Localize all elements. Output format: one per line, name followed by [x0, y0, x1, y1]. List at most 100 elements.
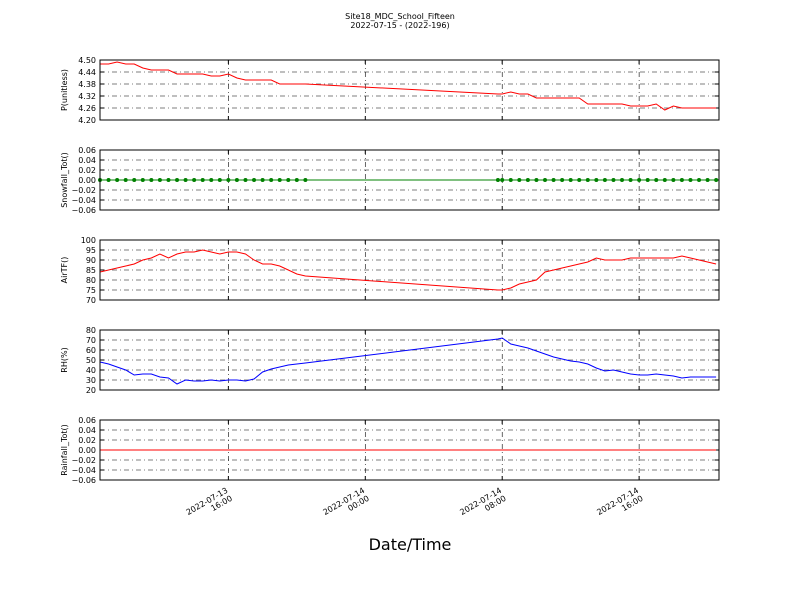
data-point — [542, 178, 547, 182]
y-tick-label: 30 — [86, 376, 96, 385]
data-point — [183, 178, 188, 182]
y-tick-label: 0.02 — [78, 166, 96, 175]
y-tick-label: 0.06 — [78, 146, 96, 155]
y-tick-label: −0.04 — [71, 196, 96, 205]
y-tick-label: 85 — [86, 266, 96, 275]
y-tick-label: 4.26 — [78, 104, 96, 113]
data-point — [269, 178, 274, 182]
data-point — [192, 178, 197, 182]
y-tick-label: 50 — [86, 356, 96, 365]
data-point — [157, 178, 162, 182]
data-point — [132, 178, 137, 182]
x-tick-label: 2022-07-1408:00 — [458, 486, 507, 525]
x-tick-label: 2022-07-1316:00 — [185, 486, 234, 525]
data-point — [260, 178, 265, 182]
y-tick-label: 0.06 — [78, 416, 96, 425]
data-point — [560, 178, 565, 182]
y-axis-label: Rainfall_Tot() — [60, 424, 69, 476]
y-tick-label: −0.06 — [71, 206, 96, 215]
y-tick-label: 4.20 — [78, 116, 96, 125]
data-point — [534, 178, 539, 182]
y-tick-label: 0.00 — [78, 176, 96, 185]
data-point — [286, 178, 291, 182]
y-tick-label: 75 — [86, 286, 96, 295]
y-tick-label: 0.04 — [78, 156, 96, 165]
data-point — [568, 178, 573, 182]
y-tick-label: 100 — [81, 236, 96, 245]
data-point — [577, 178, 582, 182]
y-tick-label: 40 — [86, 366, 96, 375]
data-point — [243, 178, 248, 182]
chart-subtitle: 2022-07-15 - (2022-196) — [350, 21, 449, 30]
y-tick-label: 70 — [86, 296, 96, 305]
y-axis-label: AirTF() — [60, 257, 69, 284]
plot-frame — [99, 329, 720, 391]
x-axis-label: Date/Time — [369, 535, 452, 554]
y-tick-label: 4.44 — [78, 68, 96, 77]
data-point — [106, 178, 111, 182]
y-tick-label: 4.32 — [78, 92, 96, 101]
data-point — [123, 178, 128, 182]
data-point — [517, 178, 522, 182]
y-tick-label: 80 — [86, 276, 96, 285]
y-tick-label: −0.06 — [71, 476, 96, 485]
data-point — [645, 178, 650, 182]
data-point — [209, 178, 214, 182]
y-axis-label: Snowfall_Tot() — [60, 152, 69, 208]
y-tick-label: 80 — [86, 326, 96, 335]
y-axis-label: RH(%) — [60, 347, 69, 372]
data-point — [200, 178, 205, 182]
y-tick-label: 0.04 — [78, 426, 96, 435]
y-tick-label: 0.00 — [78, 446, 96, 455]
data-point — [637, 178, 642, 182]
y-tick-label: 4.38 — [78, 80, 96, 89]
data-point — [277, 178, 282, 182]
data-point — [620, 178, 625, 182]
data-point — [551, 178, 556, 182]
data-point — [688, 178, 693, 182]
chart-title: Site18_MDC_School_Fifteen — [345, 12, 455, 21]
data-point — [500, 178, 505, 182]
x-tick-label: 2022-07-1416:00 — [595, 486, 644, 525]
data-point — [705, 178, 710, 182]
data-line — [99, 249, 717, 291]
y-tick-label: 95 — [86, 246, 96, 255]
data-point — [697, 178, 702, 182]
data-point — [628, 178, 633, 182]
y-axis-label: P(unitless) — [60, 69, 69, 111]
data-point — [226, 178, 231, 182]
plot-frame — [99, 239, 720, 301]
data-line — [100, 61, 717, 111]
y-tick-label: 20 — [86, 386, 96, 395]
plot-frame — [99, 149, 720, 211]
data-point — [115, 178, 120, 182]
x-tick-label: 2022-07-1400:00 — [322, 486, 371, 525]
data-point — [594, 178, 599, 182]
y-tick-label: −0.02 — [71, 456, 96, 465]
data-point — [495, 178, 500, 182]
plot-frame — [99, 59, 720, 121]
y-tick-label: 90 — [86, 256, 96, 265]
data-point — [525, 178, 530, 182]
data-point — [679, 178, 684, 182]
y-tick-label: 4.50 — [78, 56, 96, 65]
data-point — [611, 178, 616, 182]
data-point — [585, 178, 590, 182]
data-point — [654, 178, 659, 182]
y-tick-label: 60 — [86, 346, 96, 355]
data-point — [602, 178, 607, 182]
data-point — [508, 178, 513, 182]
y-tick-label: 70 — [86, 336, 96, 345]
data-point — [662, 178, 667, 182]
data-point — [166, 178, 171, 182]
data-point — [294, 178, 299, 182]
data-point — [252, 178, 257, 182]
data-point — [149, 178, 154, 182]
data-point — [175, 178, 180, 182]
data-point — [671, 178, 676, 182]
y-tick-label: −0.04 — [71, 466, 96, 475]
data-point — [234, 178, 239, 182]
data-point — [140, 178, 145, 182]
data-point — [714, 178, 719, 182]
plot-frame — [99, 419, 720, 481]
